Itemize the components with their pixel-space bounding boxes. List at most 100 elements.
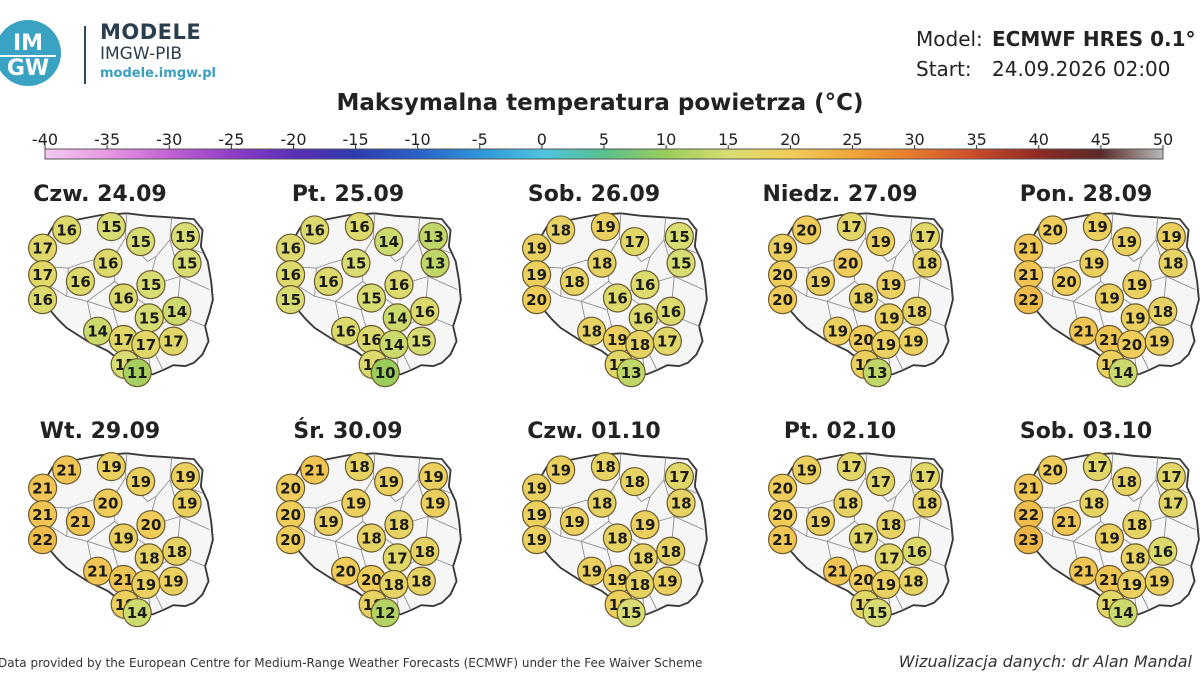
- temperature-value: 19: [796, 461, 817, 479]
- temperature-value: 21: [70, 513, 91, 531]
- temperature-marker: 19: [898, 326, 928, 356]
- day-label: Pt. 02.10: [784, 419, 896, 444]
- temperature-circle: [420, 248, 450, 278]
- temperature-marker: 16: [628, 303, 658, 333]
- brand-subtitle: IMGW-PIB: [100, 44, 183, 64]
- temperature-marker: 19: [559, 506, 590, 536]
- temperature-marker: 21: [52, 455, 82, 485]
- temperature-value: 19: [346, 495, 367, 513]
- temperature-value: 20: [361, 571, 382, 589]
- temperature-value: 16: [113, 289, 134, 307]
- temperature-marker: 15: [172, 248, 202, 278]
- temperature-marker: 19: [1144, 326, 1174, 356]
- temperature-value: 21: [1018, 480, 1039, 498]
- temperature-marker: 18: [590, 452, 621, 482]
- temperature-marker: 19: [522, 233, 552, 263]
- temperature-circle: [420, 488, 450, 518]
- temperature-value: 21: [827, 563, 848, 581]
- temperature-value: 18: [906, 303, 927, 321]
- temperature-value: 14: [127, 604, 148, 622]
- temperature-value: 17: [841, 218, 862, 236]
- temperature-circle: [836, 452, 867, 482]
- temperature-marker: 20: [1038, 455, 1068, 485]
- temperature-marker: 20: [792, 215, 822, 245]
- temperature-value: 19: [1116, 233, 1137, 251]
- temperature-value: 19: [879, 309, 900, 327]
- temperature-marker: 15: [666, 248, 696, 278]
- temperature-value: 18: [881, 516, 902, 534]
- temperature-circle: [136, 270, 166, 300]
- temperature-marker: 19: [1117, 569, 1147, 600]
- temperature-marker: 22: [28, 525, 58, 555]
- temperature-value: 20: [772, 291, 793, 309]
- temperature-value: 19: [607, 331, 628, 349]
- temperature-value: 18: [633, 549, 654, 567]
- temperature-circle: [356, 523, 387, 553]
- temperature-marker: 19: [522, 525, 552, 555]
- temperature-circle: [1148, 536, 1178, 566]
- temperature-value: 18: [389, 516, 410, 534]
- temperature-value: 20: [1042, 461, 1063, 479]
- scale-tick-label: 10: [656, 130, 676, 149]
- temperature-marker: 20: [1038, 215, 1068, 245]
- temperature-value: 20: [772, 266, 793, 284]
- temperature-marker: 16: [602, 283, 633, 313]
- temperature-value: 20: [772, 480, 793, 498]
- temperature-circle: [65, 266, 96, 296]
- temperature-value: 19: [1099, 289, 1120, 307]
- day-label: Pt. 25.09: [292, 182, 404, 207]
- visualization-credit: Wizualizacja danych: dr Alan Mandal: [898, 652, 1192, 671]
- temperature-marker: 18: [344, 452, 375, 482]
- temperature-marker: 15: [136, 270, 166, 300]
- temperature-value: 18: [411, 573, 432, 591]
- temperature-circle: [1094, 283, 1125, 313]
- temperature-circle: [792, 215, 822, 245]
- temperature-value: 17: [32, 266, 53, 284]
- temperature-circle: [876, 510, 906, 540]
- temperature-value: 16: [56, 221, 77, 239]
- temperature-value: 18: [629, 336, 650, 354]
- temperature-value: 19: [1121, 576, 1142, 594]
- temperature-marker: 21: [83, 556, 113, 586]
- temperature-marker: 19: [652, 566, 682, 596]
- temperature-marker: 15: [862, 598, 892, 628]
- temperature-marker: 18: [833, 488, 863, 518]
- temperature-marker: 21: [1069, 556, 1099, 586]
- temperature-marker: 18: [902, 296, 932, 326]
- temperature-marker: 18: [1148, 296, 1178, 326]
- temperature-value: 20: [1056, 273, 1077, 291]
- temperature-value: 15: [621, 604, 642, 622]
- day-label: Pon. 28.09: [1020, 182, 1153, 207]
- temperature-marker: 17: [910, 221, 940, 252]
- temperature-value: 19: [875, 336, 896, 354]
- temperature-value: 20: [280, 506, 301, 524]
- temperature-marker: 13: [418, 221, 448, 252]
- temperature-circle: [898, 326, 928, 356]
- temperature-value: 19: [163, 573, 184, 591]
- temperature-circle: [1144, 566, 1174, 596]
- temperature-value: 19: [378, 473, 399, 491]
- temperature-circle: [862, 358, 892, 388]
- region-border: [909, 239, 950, 291]
- temperature-circle: [833, 488, 863, 518]
- temperature-marker: 14: [83, 316, 113, 346]
- temperature-circle: [136, 510, 166, 540]
- temperature-marker: 17: [108, 324, 139, 355]
- temperature-value: 15: [175, 228, 196, 246]
- temperature-marker: 14: [1108, 358, 1138, 388]
- temperature-value: 18: [592, 255, 613, 273]
- temperature-value: 17: [870, 473, 891, 491]
- temperature-value: 22: [32, 531, 53, 549]
- temperature-circle: [344, 452, 375, 482]
- temperature-marker: 19: [823, 316, 853, 346]
- temperature-value: 13: [425, 255, 446, 273]
- temperature-marker: 19: [1156, 221, 1186, 252]
- temperature-circle: [370, 598, 400, 628]
- brand-url-link[interactable]: modele.imgw.pl: [100, 66, 216, 81]
- temperature-value: 22: [1018, 506, 1039, 524]
- temperature-value: 18: [917, 495, 938, 513]
- temperature-marker: 18: [912, 248, 942, 278]
